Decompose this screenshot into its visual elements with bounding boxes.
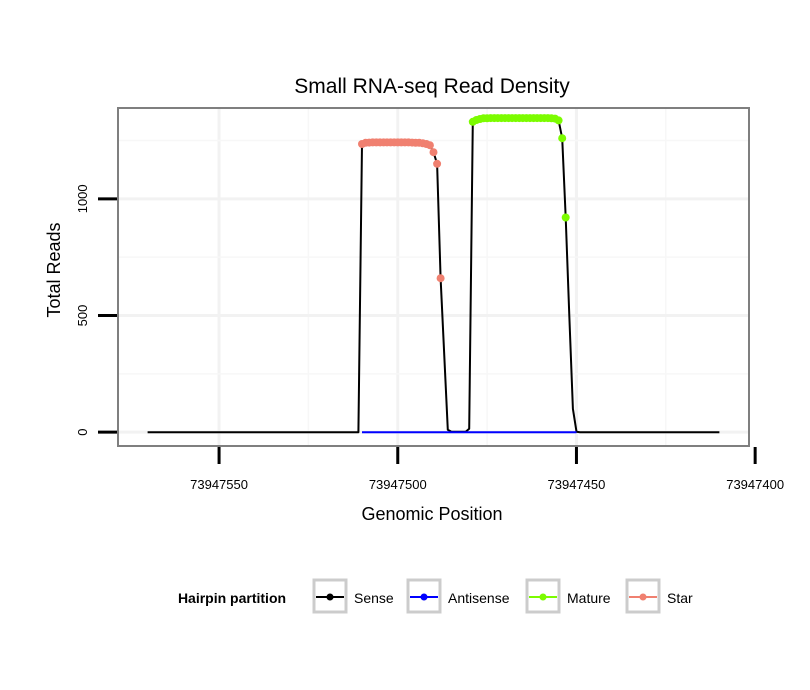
y-tick-label: 500	[75, 305, 90, 327]
data-point-star	[425, 141, 434, 150]
legend-title: Hairpin partition	[178, 590, 286, 606]
legend-label-star: Star	[667, 590, 693, 606]
y-axis-title: Total Reads	[44, 222, 64, 317]
legend-point-mature	[539, 593, 547, 601]
x-tick-label: 73947450	[548, 477, 606, 492]
data-point-star	[429, 148, 438, 157]
x-tick-label: 73947400	[726, 477, 784, 492]
legend-point-antisense	[420, 593, 428, 601]
y-tick-label: 0	[75, 429, 90, 436]
chart-title: Small RNA-seq Read Density	[294, 75, 570, 98]
legend-point-sense	[326, 593, 334, 601]
data-point-star	[433, 159, 442, 168]
legend-entry-mature: Mature	[525, 578, 611, 614]
data-point-mature	[561, 213, 570, 222]
legend-entry-star: Star	[625, 578, 693, 614]
x-tick-label: 73947500	[369, 477, 427, 492]
legend-label-antisense: Antisense	[448, 590, 510, 606]
legend-entry-antisense: Antisense	[406, 578, 510, 614]
data-point-mature	[554, 116, 563, 125]
legend-point-star	[639, 593, 647, 601]
legend: Hairpin partition Sense Antisense Mature…	[178, 578, 693, 614]
legend-label-sense: Sense	[354, 590, 394, 606]
legend-label-mature: Mature	[567, 590, 611, 606]
y-tick-label: 1000	[75, 184, 90, 213]
x-tick-label: 73947550	[190, 477, 248, 492]
x-axis-title: Genomic Position	[361, 504, 502, 524]
plot-panel	[117, 107, 750, 447]
legend-entry-sense: Sense	[312, 578, 394, 614]
axes: 73947550 73947500 73947450 73947400 0 500 1000	[75, 184, 784, 492]
series-layer	[147, 114, 720, 434]
data-point-mature	[558, 134, 567, 143]
data-point-star	[436, 274, 445, 283]
